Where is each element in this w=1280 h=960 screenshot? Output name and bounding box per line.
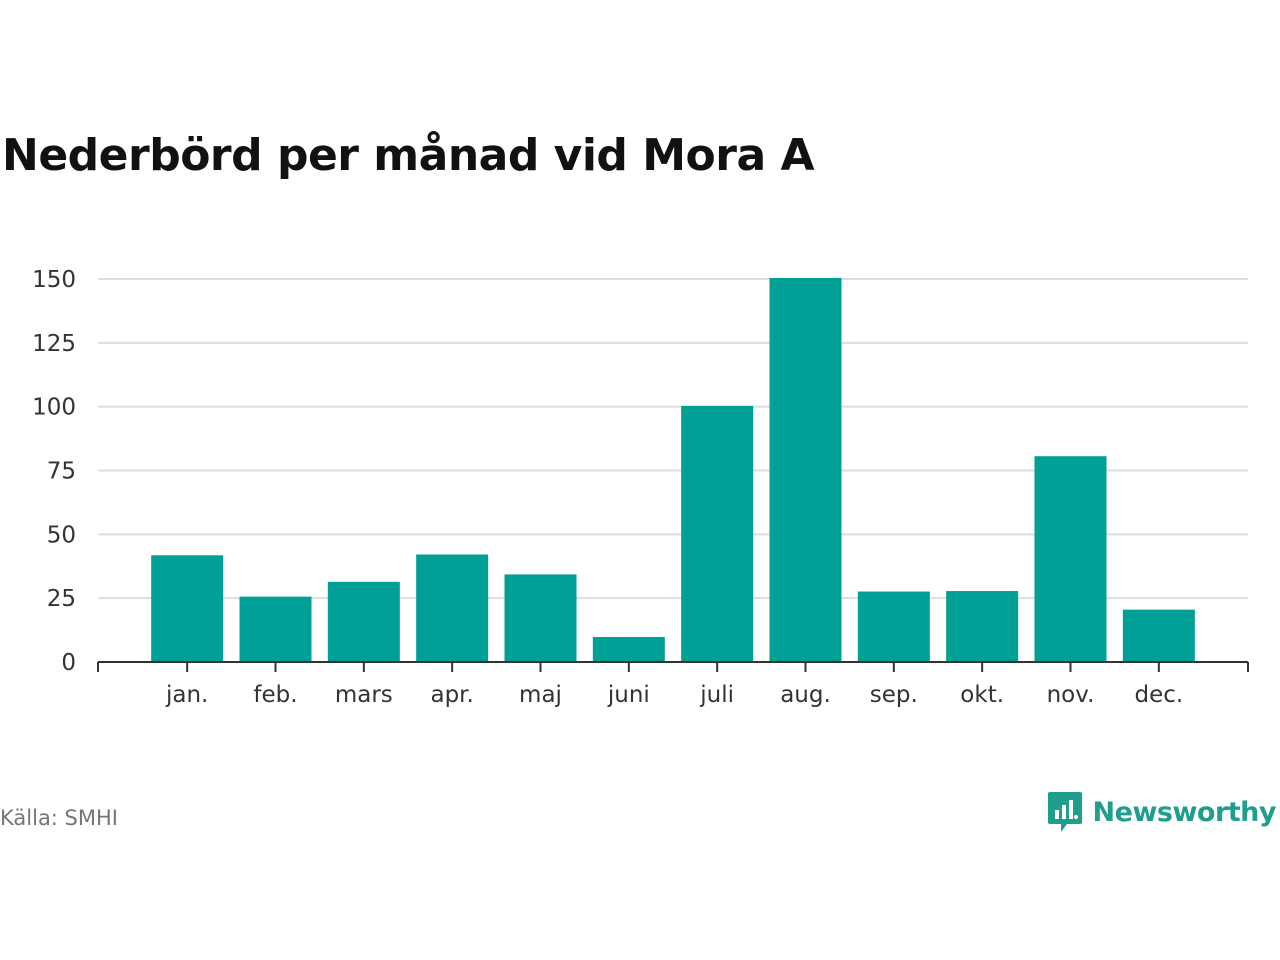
- chart-title: Nederbörd per månad vid Mora A: [2, 130, 815, 181]
- y-tick-label: 0: [61, 650, 76, 676]
- x-tick-label: maj: [519, 682, 562, 708]
- x-tick-label: nov.: [1047, 682, 1095, 708]
- bar: [681, 405, 754, 662]
- newsworthy-logo-icon: [1047, 792, 1082, 832]
- bar: [769, 277, 842, 662]
- bar: [1122, 609, 1195, 662]
- x-tick-label: mars: [335, 682, 393, 708]
- bar: [857, 591, 930, 662]
- x-tick-label: sep.: [870, 682, 918, 708]
- bars: [151, 277, 1195, 662]
- y-tick-labels: 0 25 50 75 100 125 150: [32, 267, 76, 676]
- bar: [946, 591, 1019, 662]
- x-tick-label: juli: [699, 682, 734, 708]
- brand-logo: Newsworthy: [1047, 790, 1277, 834]
- y-tick-label: 75: [47, 459, 76, 485]
- y-tick-label: 125: [32, 331, 76, 357]
- source-note: Källa: SMHI: [0, 806, 118, 830]
- x-tick-label: feb.: [253, 682, 297, 708]
- bar: [416, 554, 489, 662]
- bar: [504, 574, 577, 662]
- bar: [592, 636, 665, 662]
- brand-name: Newsworthy: [1092, 796, 1277, 828]
- x-tick-label: jan.: [165, 682, 208, 708]
- x-tick-label: dec.: [1134, 682, 1183, 708]
- x-axis: [97, 661, 1249, 672]
- bar: [327, 581, 400, 662]
- y-tick-label: 150: [32, 267, 76, 293]
- x-tick-label: aug.: [780, 682, 831, 708]
- y-tick-label: 100: [32, 395, 76, 421]
- y-tick-label: 25: [47, 586, 76, 612]
- x-tick-label: apr.: [430, 682, 473, 708]
- bar: [239, 596, 312, 662]
- x-tick-label: okt.: [960, 682, 1004, 708]
- x-tick-label: juni: [607, 682, 650, 708]
- bar: [1034, 456, 1107, 662]
- y-tick-label: 50: [47, 522, 76, 548]
- x-tick-labels: jan. feb. mars apr. maj juni juli aug. sep. okt. n…: [165, 682, 1183, 708]
- bar: [151, 555, 224, 662]
